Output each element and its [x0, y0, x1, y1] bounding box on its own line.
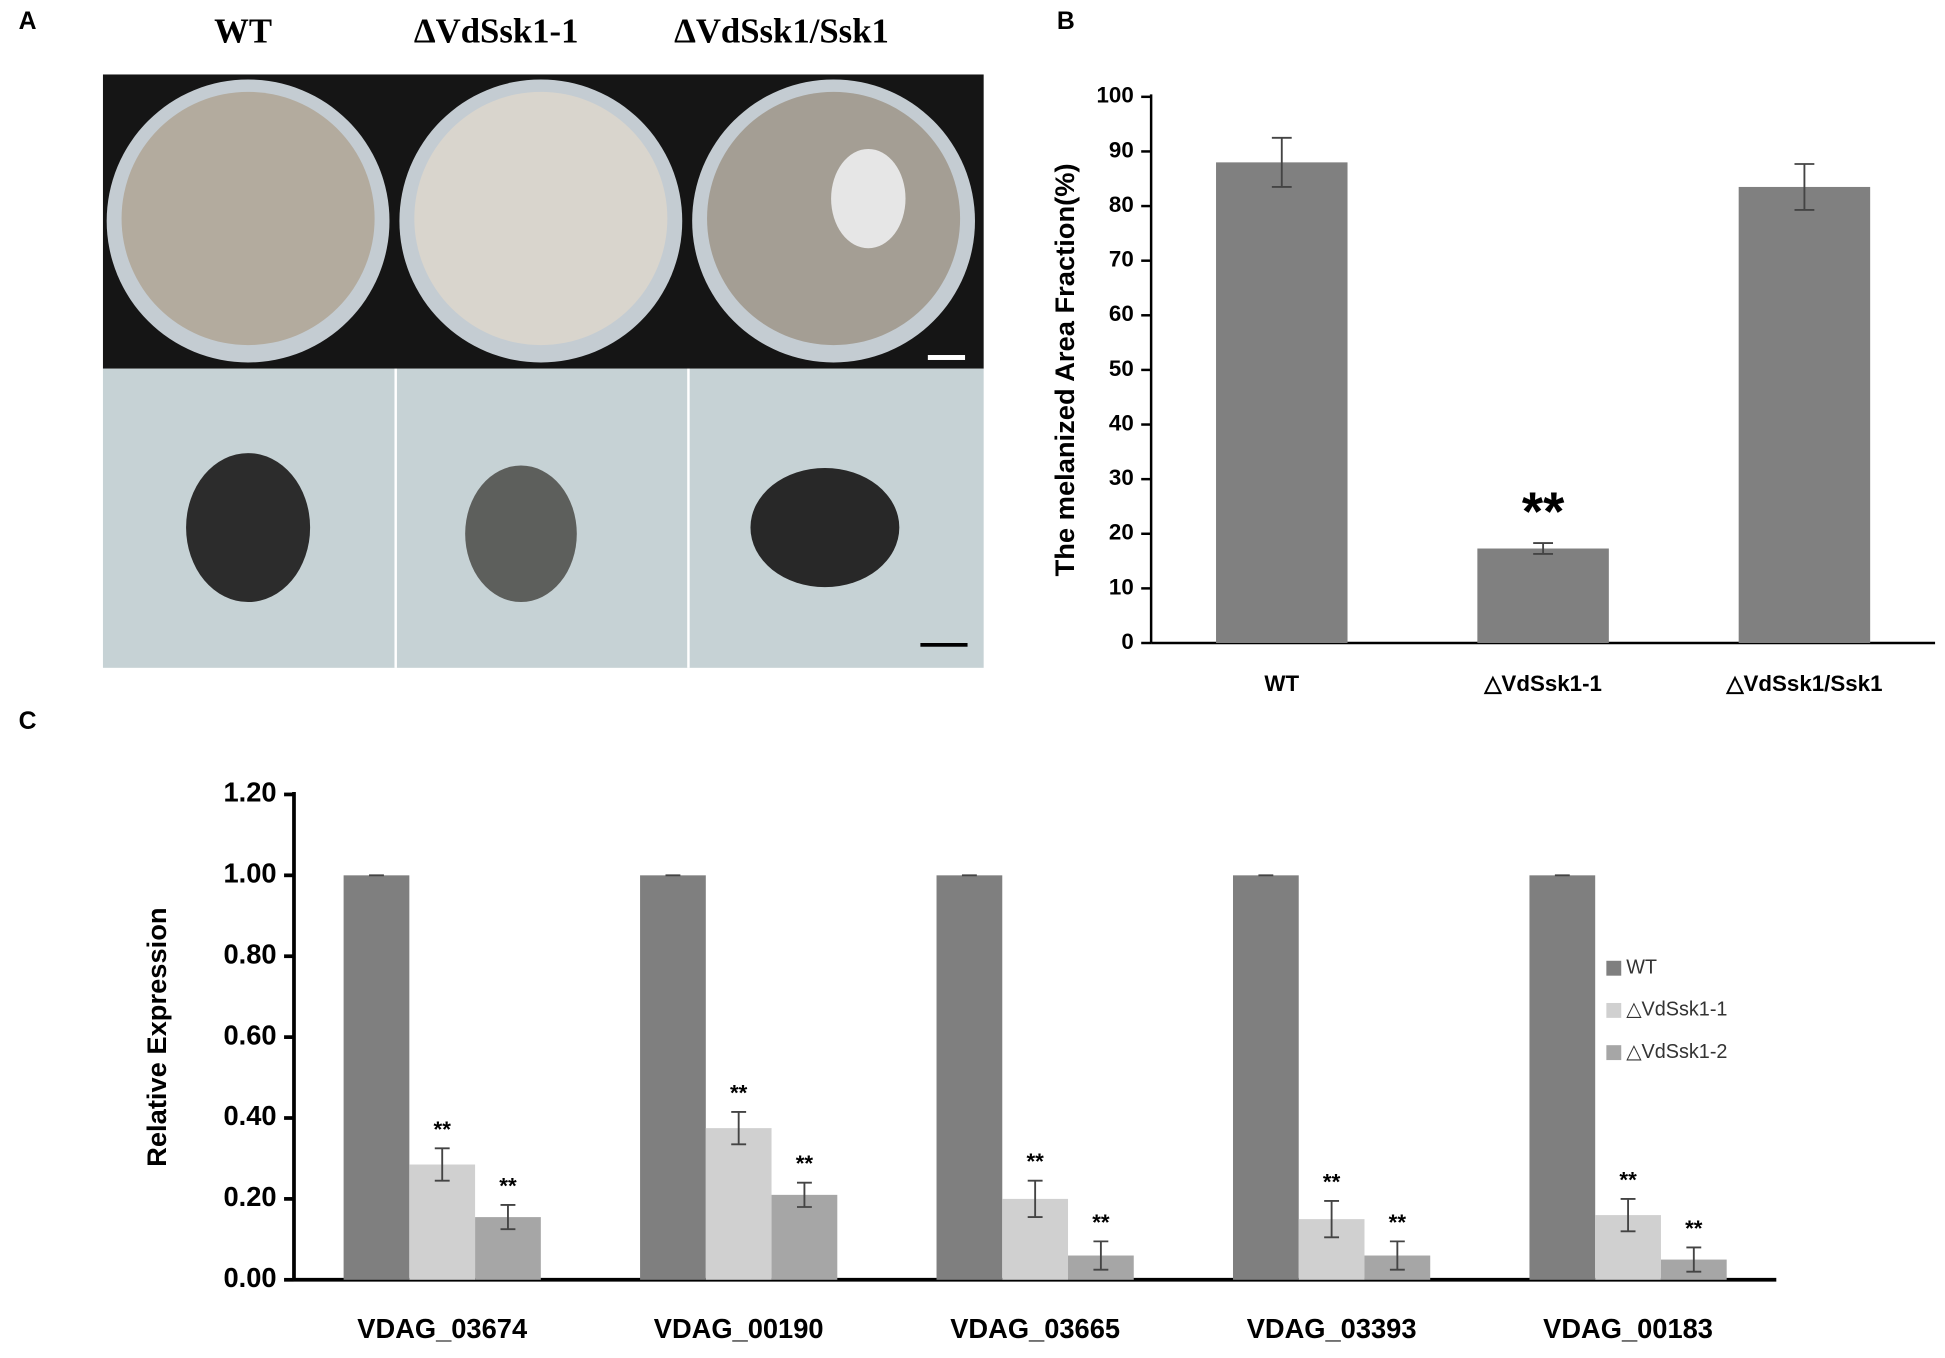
y-tick-label: 0.20 [224, 1181, 277, 1212]
bar [1216, 162, 1348, 644]
error-bar [500, 1204, 516, 1231]
bar [1477, 548, 1609, 644]
panel-label: B [1057, 8, 1075, 35]
bar [705, 1128, 772, 1280]
y-tick-label: 100 [1097, 83, 1134, 108]
error-bar [1093, 1240, 1109, 1271]
x-tick-label: VDAG_03665 [950, 1313, 1120, 1344]
bar [1738, 186, 1871, 644]
y-tick-label: 1.20 [224, 777, 277, 808]
y-axis-label: The melanized Area Fraction(%) [1049, 163, 1080, 576]
panel-label: A [19, 8, 37, 35]
legend-label: △VdSsk1-1 [1626, 999, 1727, 1021]
error-bar [1027, 1179, 1043, 1219]
y-tick-label: 0.60 [224, 1019, 277, 1050]
legend-label: △VdSsk1-2 [1626, 1041, 1727, 1063]
bar [1529, 875, 1596, 1280]
y-tick-label: 10 [1109, 574, 1134, 599]
x-tick-label: △VdSsk1-1 [1483, 671, 1602, 696]
error-bar [1794, 163, 1815, 211]
x-tick-label: VDAG_03674 [357, 1313, 528, 1344]
error-bar [1389, 1240, 1405, 1271]
y-tick-label: 0.00 [224, 1262, 277, 1293]
photo-label: ΔVdSsk1/Ssk1 [674, 12, 889, 51]
y-tick-label: 20 [1109, 520, 1134, 545]
y-tick-label: 60 [1109, 301, 1134, 326]
panel-label: C [19, 708, 37, 735]
y-tick-label: 1.00 [224, 858, 277, 889]
photo-label: ΔVdSsk1-1 [414, 12, 579, 51]
bar [936, 875, 1003, 1280]
error-bar [1324, 1199, 1340, 1239]
x-tick-label: VDAG_03393 [1247, 1313, 1417, 1344]
y-tick-label: 50 [1109, 356, 1134, 381]
y-tick-label: 70 [1109, 247, 1134, 272]
bar [409, 1164, 476, 1280]
significance-marker: ** [434, 1117, 452, 1142]
error-bar [1686, 1246, 1702, 1273]
legend-label: WT [1626, 956, 1657, 978]
significance-marker: ** [796, 1151, 814, 1176]
bar [1232, 875, 1299, 1280]
y-tick-label: 40 [1109, 410, 1134, 435]
significance-marker: ** [499, 1173, 517, 1198]
y-tick-label: 0.40 [224, 1100, 277, 1131]
legend-swatch [1606, 1045, 1622, 1061]
x-tick-label: △VdSsk1/Ssk1 [1725, 671, 1882, 696]
y-tick-label: 80 [1109, 192, 1134, 217]
error-bar [434, 1147, 450, 1182]
legend-swatch [1606, 960, 1622, 976]
y-axis-label: Relative Expression [141, 907, 172, 1166]
x-tick-label: WT [1264, 671, 1299, 696]
photo-label: WT [214, 12, 272, 51]
significance-marker: ** [1619, 1167, 1637, 1192]
bar [343, 875, 410, 1280]
error-bar [731, 1111, 747, 1146]
x-tick-label: VDAG_00190 [654, 1313, 824, 1344]
legend-swatch [1606, 1002, 1622, 1018]
error-bar [1620, 1197, 1636, 1233]
significance-marker: ** [1522, 481, 1565, 542]
significance-marker: ** [1092, 1210, 1110, 1235]
photo-plates [102, 74, 984, 369]
y-tick-label: 0.80 [224, 938, 277, 969]
significance-marker: ** [1685, 1216, 1703, 1241]
error-bar [1533, 542, 1554, 555]
error-bar [796, 1181, 812, 1208]
photo-micrographs [102, 368, 984, 668]
y-tick-label: 90 [1109, 137, 1134, 162]
significance-marker: ** [1389, 1210, 1407, 1235]
bar [771, 1194, 838, 1280]
y-tick-label: 30 [1109, 465, 1134, 490]
significance-marker: ** [1026, 1149, 1044, 1174]
y-tick-label: 0 [1121, 629, 1133, 654]
x-tick-label: VDAG_00183 [1543, 1313, 1713, 1344]
bar [640, 875, 706, 1280]
error-bar [1271, 136, 1292, 188]
significance-marker: ** [1323, 1169, 1341, 1194]
significance-marker: ** [730, 1080, 748, 1105]
